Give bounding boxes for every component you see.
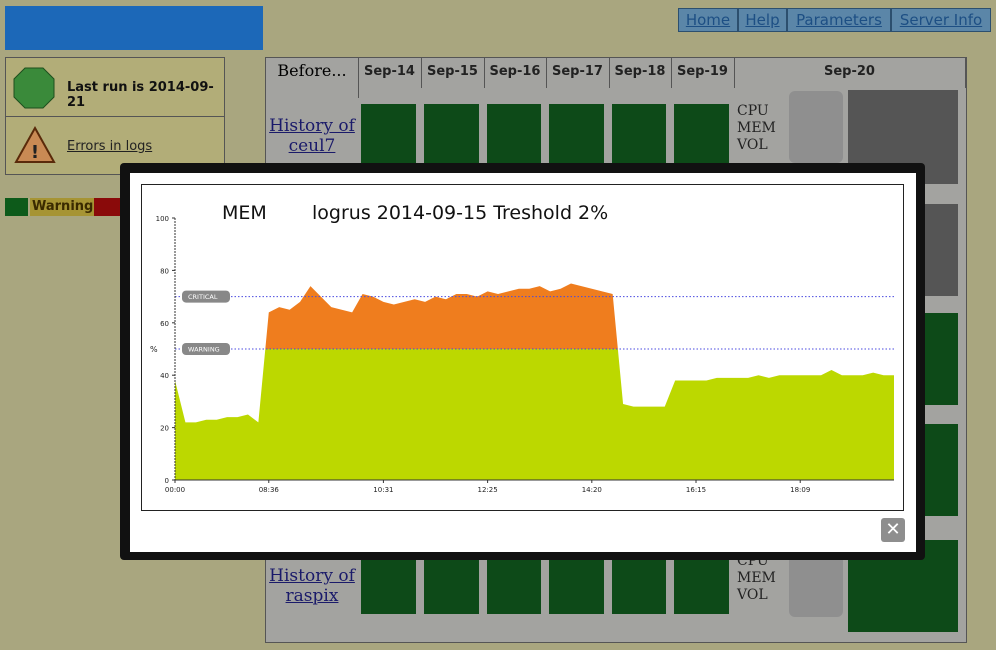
table-corner: Before... bbox=[266, 58, 359, 98]
chart-subtitle: logrus 2014-09-15 Treshold 2% bbox=[312, 202, 608, 224]
errors-row: ! Errors in logs bbox=[5, 116, 225, 175]
metrics-list: CPU MEM VOL bbox=[737, 103, 776, 153]
threshold-label: WARNING bbox=[188, 346, 220, 354]
last-run: Last run is 2014-09-21 bbox=[67, 80, 214, 110]
x-tick-label: 12:25 bbox=[478, 486, 498, 494]
legend-warning: Warning bbox=[30, 198, 96, 216]
status-block bbox=[612, 554, 666, 614]
ok-icon bbox=[13, 67, 55, 109]
status-block bbox=[549, 554, 604, 614]
status-block bbox=[612, 104, 666, 166]
x-tick-label: 08:36 bbox=[259, 486, 280, 494]
history-link[interactable]: History of raspix bbox=[269, 566, 355, 606]
status-block bbox=[487, 554, 541, 614]
x-tick-label: 00:00 bbox=[165, 486, 185, 494]
x-tick-label: 14:20 bbox=[582, 486, 602, 494]
close-button[interactable]: ✕ bbox=[881, 518, 905, 542]
modal: MEM logrus 2014-09-15 Treshold 2%% 0 20 40 60… bbox=[130, 173, 916, 552]
status-block bbox=[424, 554, 479, 614]
y-tick-label: 100 bbox=[156, 215, 169, 223]
date-header: Sep-18 bbox=[609, 58, 672, 88]
status-block bbox=[487, 104, 541, 166]
date-header: Sep-17 bbox=[546, 58, 610, 88]
status-block bbox=[549, 104, 604, 166]
x-tick-label: 10:31 bbox=[373, 486, 393, 494]
warning-icon: ! bbox=[14, 125, 56, 163]
y-tick-label: 80 bbox=[160, 267, 169, 275]
y-axis-label: % bbox=[150, 345, 158, 354]
date-header: Sep-15 bbox=[421, 58, 485, 88]
y-tick-label: 20 bbox=[160, 425, 169, 433]
nav-link[interactable]: Home bbox=[678, 8, 738, 32]
status-block bbox=[424, 104, 479, 166]
status-block bbox=[361, 104, 416, 166]
nav-link[interactable]: Server Info bbox=[891, 8, 991, 32]
history-link[interactable]: History of ceul7 bbox=[269, 116, 355, 156]
status-block bbox=[674, 104, 729, 166]
area bbox=[175, 283, 894, 480]
status-row: Last run is 2014-09-21 bbox=[5, 57, 225, 117]
date-header: Sep-16 bbox=[484, 58, 547, 88]
chart: MEM logrus 2014-09-15 Treshold 2%% 0 20 40 60… bbox=[141, 184, 904, 511]
errors-link[interactable]: Errors in logs bbox=[67, 139, 153, 154]
date-header: Sep-20 bbox=[734, 58, 966, 88]
nav-link[interactable]: Help bbox=[738, 8, 787, 32]
legend-critical bbox=[94, 198, 122, 216]
nav-link[interactable]: Parameters bbox=[787, 8, 891, 32]
x-tick-label: 18:09 bbox=[790, 486, 810, 494]
date-header: Sep-19 bbox=[671, 58, 735, 88]
x-tick-label: 16:15 bbox=[686, 486, 706, 494]
date-header: Sep-14 bbox=[358, 58, 422, 88]
server-image bbox=[789, 91, 843, 163]
legend-ok bbox=[5, 198, 28, 216]
threshold-badge bbox=[182, 343, 230, 355]
y-tick-label: 40 bbox=[160, 372, 169, 380]
site-banner[interactable] bbox=[5, 6, 263, 50]
y-tick-label: 0 bbox=[165, 477, 169, 485]
threshold-label: CRITICAL bbox=[188, 293, 218, 301]
modal-frame: MEM logrus 2014-09-15 Treshold 2%% 0 20 40 60… bbox=[120, 163, 925, 560]
svg-text:!: ! bbox=[31, 142, 39, 163]
status-block bbox=[674, 554, 729, 614]
threshold-badge bbox=[182, 290, 230, 303]
metrics-list: CPU MEM VOL bbox=[737, 553, 776, 603]
chart-title: MEM bbox=[222, 202, 267, 224]
y-tick-label: 60 bbox=[160, 320, 169, 328]
status-block bbox=[361, 554, 416, 614]
